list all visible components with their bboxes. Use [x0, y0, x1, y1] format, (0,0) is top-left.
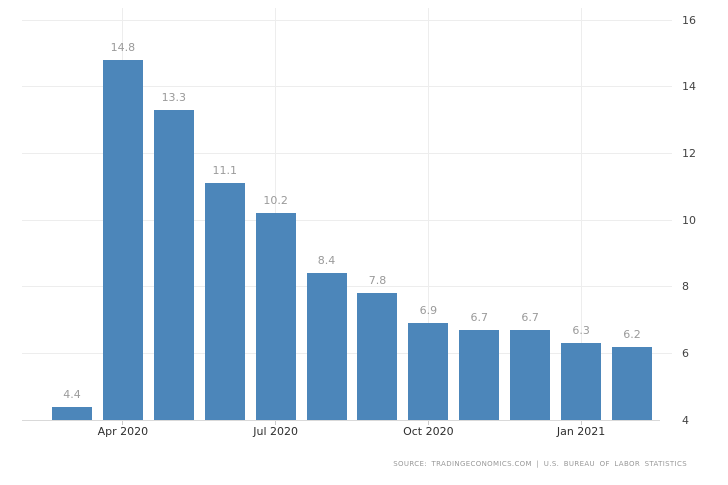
bar[interactable] — [611, 346, 652, 420]
gridline-horizontal — [22, 352, 672, 354]
bar[interactable] — [52, 406, 92, 420]
bar-value-label: 10.2 — [263, 194, 288, 208]
x-axis-tick-label: Jan 2021 — [556, 425, 606, 438]
y-axis-tick-label: 8 — [682, 280, 689, 294]
bar[interactable] — [306, 273, 347, 420]
bar-value-label: 11.1 — [212, 164, 237, 178]
x-axis-tick-mark — [275, 421, 277, 425]
bar-value-label: 6.2 — [623, 327, 641, 341]
gridline-horizontal — [22, 19, 672, 21]
bar-value-label: 6.9 — [419, 304, 438, 318]
bar[interactable] — [561, 343, 602, 420]
x-axis-tick-mark — [122, 421, 124, 425]
bar[interactable] — [153, 110, 194, 420]
bar-value-label: 6.7 — [470, 311, 489, 324]
gridline-vertical — [427, 8, 429, 420]
bar[interactable] — [102, 60, 143, 420]
source-attribution: SOURCE: TRADINGECONOMICS.COM | U.S. BURE… — [393, 460, 687, 468]
x-axis-tick-label: Apr 2020 — [97, 425, 149, 438]
gridline-horizontal — [22, 219, 672, 221]
bar-value-label: 6.3 — [572, 324, 590, 338]
bar[interactable] — [357, 293, 398, 420]
y-axis-tick-label: 14 — [682, 80, 696, 94]
y-axis-tick-label: 6 — [682, 346, 689, 360]
x-axis-tick-mark — [580, 421, 582, 425]
gridline-horizontal — [22, 152, 672, 154]
x-axis-line — [22, 419, 660, 421]
bar-value-label: 7.8 — [368, 274, 387, 288]
x-axis-tick-mark — [427, 421, 429, 425]
bar[interactable] — [459, 330, 500, 420]
y-axis-tick-label: 12 — [682, 146, 696, 160]
gridline-horizontal — [22, 286, 672, 288]
bar-value-label: 8.4 — [317, 254, 336, 268]
bar-value-label: 4.4 — [63, 387, 81, 401]
bar-value-label: 14.8 — [110, 41, 136, 54]
bar[interactable] — [204, 183, 245, 420]
bar[interactable] — [408, 323, 449, 420]
bar-value-label: 6.7 — [521, 311, 539, 324]
gridline-horizontal — [22, 86, 672, 88]
x-axis-tick-label: Oct 2020 — [403, 425, 454, 438]
bar[interactable] — [510, 330, 551, 420]
gridline-vertical — [580, 8, 582, 420]
bar-value-label: 13.3 — [161, 91, 187, 104]
bar[interactable] — [255, 213, 296, 420]
x-axis-tick-label: Jul 2020 — [253, 425, 298, 438]
y-axis-tick-label: 10 — [682, 213, 696, 227]
y-axis-tick-label: 4 — [682, 413, 689, 427]
y-axis-tick-label: 16 — [682, 13, 696, 27]
